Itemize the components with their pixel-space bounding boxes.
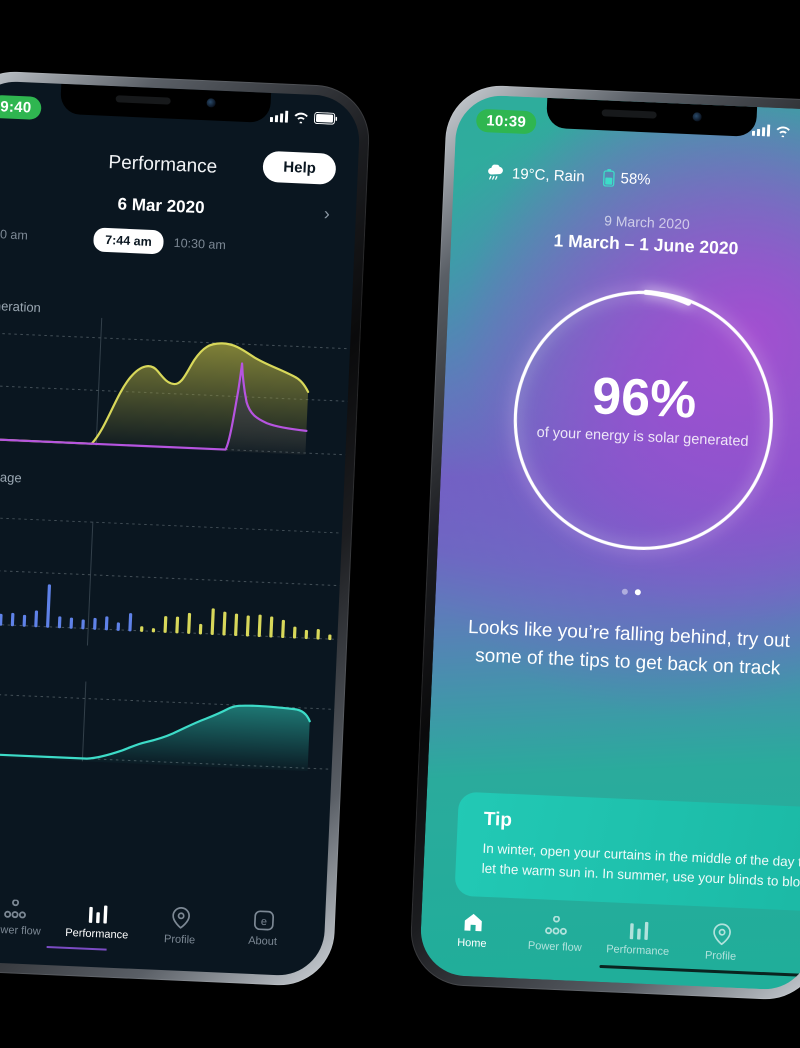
svg-text:e: e [260, 916, 267, 928]
